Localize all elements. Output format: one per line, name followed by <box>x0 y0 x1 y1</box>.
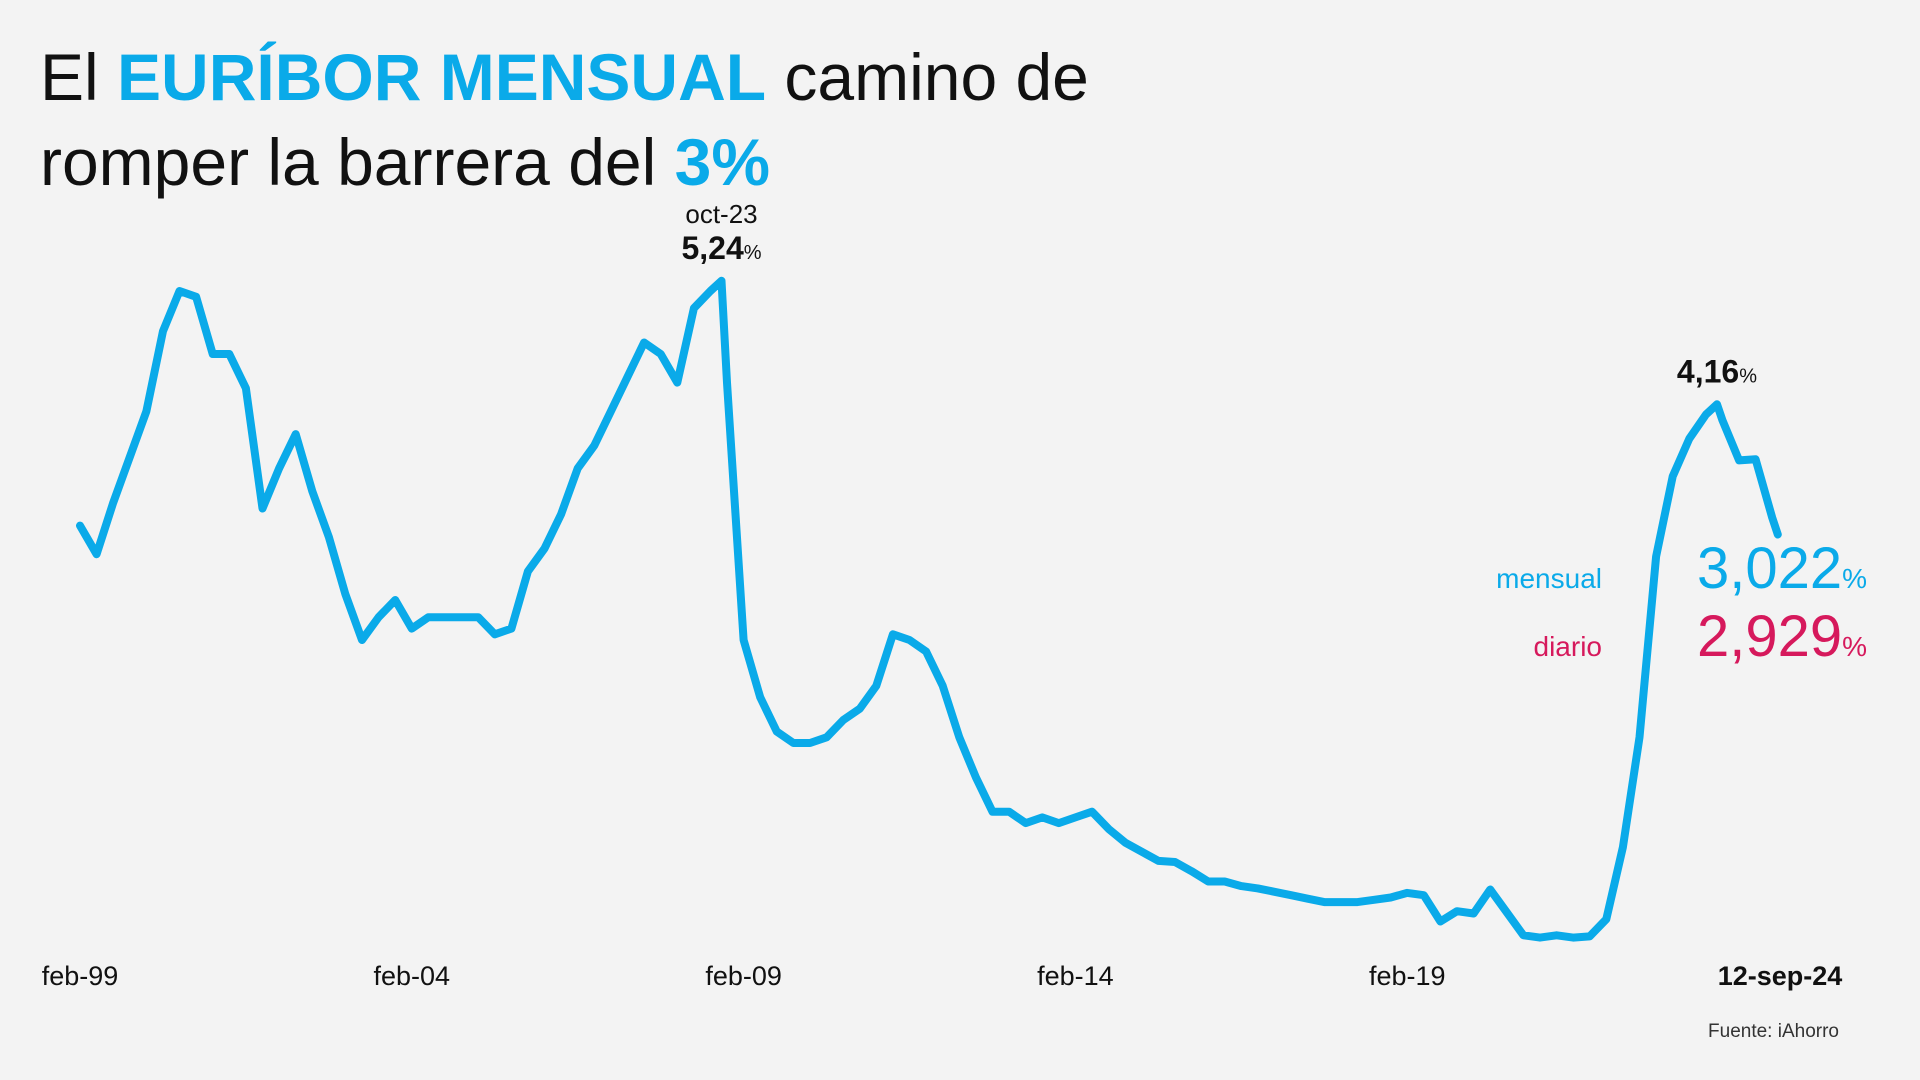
readout-value: 3,022% <box>1697 536 1867 601</box>
x-tick-label: feb-04 <box>374 961 451 991</box>
chart-title: romper la barrera del 3% <box>40 125 770 199</box>
x-tick-label: feb-09 <box>705 961 782 991</box>
data-label-unit: % <box>744 242 762 264</box>
data-label: 4,16% <box>1677 353 1757 389</box>
title-part: 3% <box>675 125 770 199</box>
readout-label: 3,022 <box>1697 536 1842 601</box>
line <box>76 276 1782 942</box>
title-part: EURÍBOR MENSUAL <box>117 40 766 114</box>
title-part: El <box>40 40 117 114</box>
readout-value: 2,929% <box>1697 604 1867 669</box>
data-label-unit: % <box>1739 365 1757 387</box>
annotation: oct-23 <box>685 199 757 229</box>
data-label-value: 4,16 <box>1677 353 1739 389</box>
x-tick-label: feb-14 <box>1037 961 1114 991</box>
legend-label: diario <box>1534 631 1602 662</box>
title-part: romper la barrera del <box>40 125 675 199</box>
legend-label: mensual <box>1496 563 1602 594</box>
readout-unit: % <box>1842 563 1867 594</box>
readout-label: 2,929 <box>1697 604 1842 669</box>
source: Fuente: iAhorro <box>1708 1021 1839 1042</box>
x-tick-label: feb-19 <box>1369 961 1446 991</box>
data-label: 5,24% <box>681 230 761 266</box>
x-tick-label: feb-99 <box>42 961 119 991</box>
chart-title: El EURÍBOR MENSUAL camino de <box>40 40 1089 114</box>
x-tick-label: 12-sep-24 <box>1718 961 1843 991</box>
title-part: camino de <box>766 40 1089 114</box>
readout-unit: % <box>1842 631 1867 662</box>
data-label-value: 5,24 <box>681 230 743 266</box>
